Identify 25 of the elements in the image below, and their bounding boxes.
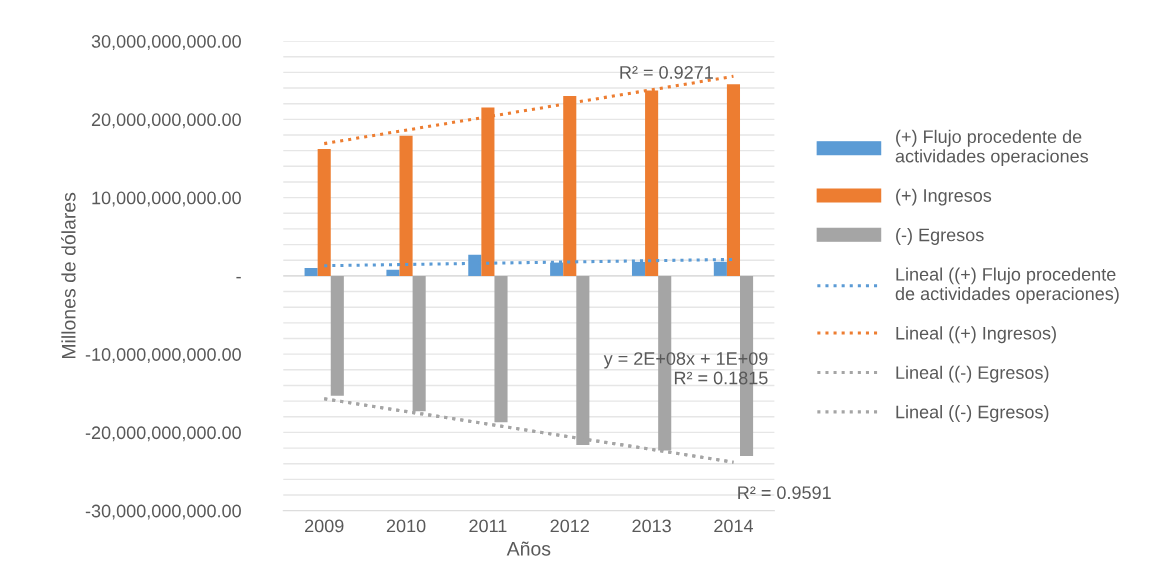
y-tick-label: 30,000,000,000.00 [91,35,241,50]
legend-label: Lineal ((+) Flujo procedente de actividades operaciones) [895,267,1119,304]
legend-label: Lineal ((-) Egresos) [896,365,1049,383]
x-axis-title: Años [506,541,551,556]
legend-label: Lineal ((+) Ingresos) [896,326,1056,344]
x-tick-label: 2011 [469,519,507,533]
x-tick-label: 2010 [386,519,426,533]
x-tick-label: 2014 [714,519,754,533]
legend-label: (+) Flujo procedente de actividades operaciones [895,129,1089,167]
y-tick-label: - [236,276,241,279]
annotation: y = 2E+08x + 1E+09 R² = 0.1815 [603,352,768,385]
y-axis-title: Millones de dólares [61,192,76,359]
legend-label: (+) Ingresos [896,188,992,206]
y-tick-label: -10,000,000,000.00 [85,348,241,364]
annotation: R² = 0.9591 [738,486,831,500]
annotation: R² = 0.9271 [620,66,713,79]
y-tick-label: 20,000,000,000.00 [91,113,241,129]
legend-label: (-) Egresos [896,228,984,245]
y-tick-label: -30,000,000,000.00 [85,504,241,520]
y-tick-label: -20,000,000,000.00 [85,426,241,442]
x-tick-label: 2013 [632,519,671,533]
y-tick-label: 10,000,000,000.00 [92,191,241,207]
legend-label: Lineal ((-) Egresos) [896,405,1049,422]
x-tick-label: 2012 [550,519,589,533]
x-tick-label: 2009 [305,519,344,533]
